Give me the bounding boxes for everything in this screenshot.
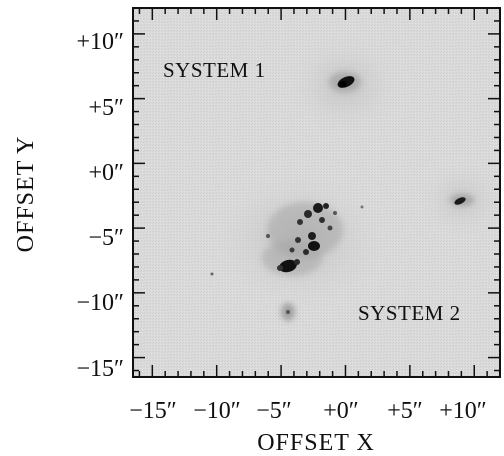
x-axis-title: OFFSET X xyxy=(257,430,375,456)
system2-knot xyxy=(450,194,474,206)
y-tick-label: +0″ xyxy=(88,160,124,186)
faint-source xyxy=(210,272,214,276)
x-tick-label: −5″ xyxy=(256,398,292,424)
faint-source xyxy=(281,303,295,321)
y-tick-label: −5″ xyxy=(88,225,124,251)
x-tick-label: −10″ xyxy=(193,398,241,424)
image-panel xyxy=(132,7,502,378)
y-tick-label: −10″ xyxy=(76,290,124,316)
x-tick-label: −15″ xyxy=(129,398,177,424)
y-axis-title: OFFSET Y xyxy=(13,136,39,253)
y-tick-label: +10″ xyxy=(76,29,124,55)
system1-label: SYSTEM 1 xyxy=(163,58,266,82)
system1-source xyxy=(329,72,361,92)
y-tick-label: +5″ xyxy=(88,95,124,121)
plot-frame xyxy=(132,7,501,378)
x-tick-label: +10″ xyxy=(439,398,487,424)
x-tick-label: +5″ xyxy=(387,398,423,424)
x-tick-label: +0″ xyxy=(323,398,359,424)
tick-marks xyxy=(133,7,501,377)
faint-source xyxy=(360,205,364,209)
y-tick-labels: +10″ +5″ +0″ −5″ −10″ −15″ xyxy=(76,29,124,382)
x-tick-labels: −15″ −10″ −5″ +0″ +5″ +10″ xyxy=(129,398,487,424)
system2-label: SYSTEM 2 xyxy=(358,301,461,325)
y-tick-label: −15″ xyxy=(76,356,124,382)
system2-complex xyxy=(262,202,343,276)
